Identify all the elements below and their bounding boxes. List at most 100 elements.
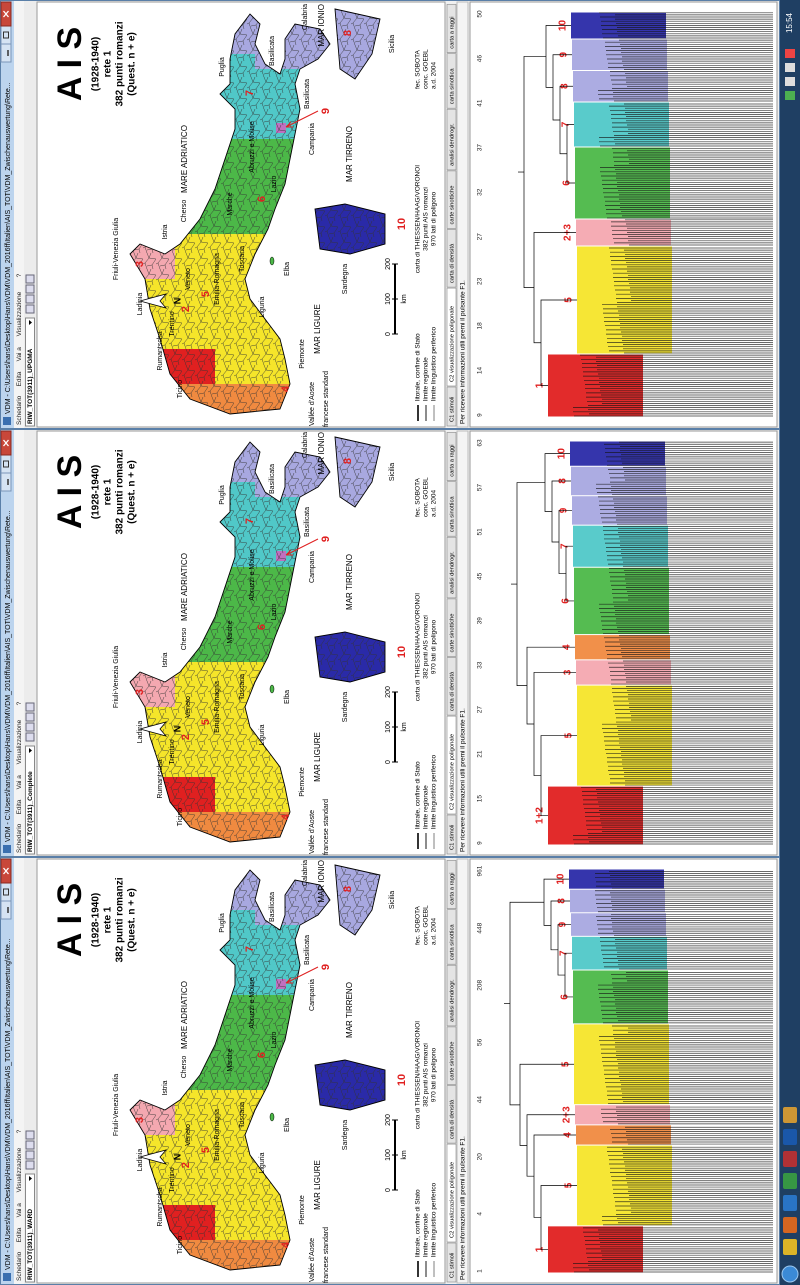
menu-item[interactable]: Edita xyxy=(16,371,23,386)
menu-item[interactable]: ? xyxy=(16,701,23,705)
menu-item[interactable]: ? xyxy=(16,1129,23,1133)
toolbar-icon[interactable] xyxy=(26,703,34,711)
toolbar-icon[interactable] xyxy=(26,285,34,293)
status-text: Per ricevere informazioni utili premi il… xyxy=(460,280,467,424)
toolbar-icon[interactable] xyxy=(26,275,34,283)
map-label: rete 1 xyxy=(103,50,114,77)
minimize-button[interactable] xyxy=(1,901,11,919)
toolbar-icon[interactable] xyxy=(26,1161,34,1169)
view-tab-label[interactable]: analisi dendrogr. xyxy=(449,123,455,166)
credits-text: fec. SOBOTA xyxy=(415,49,422,89)
method-text: 970 lati di poligono xyxy=(431,620,438,675)
menu-item[interactable]: Schedario xyxy=(16,823,23,853)
menu-item[interactable]: Visualizzazione xyxy=(16,1147,23,1192)
region-number: 6 xyxy=(256,624,268,630)
view-tab-label[interactable]: C1 stimoli xyxy=(449,825,455,850)
menu-item[interactable]: Visualizzazione xyxy=(16,719,23,764)
map-label: Toscana xyxy=(239,674,246,700)
map-label: Veneto xyxy=(185,1124,192,1146)
menu-item[interactable]: Schedario xyxy=(16,1251,23,1281)
view-tab-label[interactable]: carta a raggi xyxy=(449,444,455,476)
tray-icon[interactable] xyxy=(785,63,795,72)
map-label: Marche xyxy=(227,192,234,215)
map-label: MAR IONIO xyxy=(317,4,326,47)
toolbar-icon[interactable] xyxy=(26,1131,34,1139)
layer-selector-text[interactable]: RIW_TOT(3911)_UPGMA xyxy=(27,348,34,424)
menu-item[interactable]: Edita xyxy=(16,1227,23,1242)
map-label: Sicilia xyxy=(389,35,396,53)
view-tab-label[interactable]: C2 visualizzazione poligonale xyxy=(449,734,455,810)
taskbar-icon[interactable] xyxy=(783,1217,797,1233)
view-tab-label[interactable]: carta sinottica xyxy=(449,924,455,961)
view-tab-label[interactable]: carte sinottiche xyxy=(449,186,455,225)
map-label: 200 xyxy=(385,258,392,270)
tray-icon[interactable] xyxy=(785,91,795,100)
toolbar-icon[interactable] xyxy=(26,1141,34,1149)
toolbar-icon[interactable] xyxy=(26,713,34,721)
toolbar-icon[interactable] xyxy=(26,305,34,313)
view-tab-label[interactable]: analisi dendrogr. xyxy=(449,979,455,1022)
toolbar-icon[interactable] xyxy=(26,733,34,741)
app-icon xyxy=(3,845,11,853)
layer-selector-text[interactable]: RIW_TOT(3911)_WARD xyxy=(27,1209,34,1280)
taskbar-icon[interactable] xyxy=(783,1195,797,1211)
tray-icon[interactable] xyxy=(785,49,795,58)
menu-item[interactable]: Edita xyxy=(16,799,23,814)
toolbar-icon[interactable] xyxy=(26,1151,34,1159)
legend-text: limite linguistico periferico xyxy=(431,755,438,829)
menu-item[interactable]: Vai a xyxy=(16,347,23,362)
map-label: Marche xyxy=(227,620,234,643)
menu-item[interactable]: Visualizzazione xyxy=(16,291,23,336)
map-label: Istria xyxy=(162,224,169,239)
view-tab-label[interactable]: carte sinottiche xyxy=(449,614,455,653)
region-number: 8 xyxy=(342,458,354,464)
menu-item[interactable]: Schedario xyxy=(16,395,23,425)
view-tab-label[interactable]: analisi dendrogr. xyxy=(449,551,455,594)
maximize-button[interactable] xyxy=(1,455,11,473)
layer-selector-text[interactable]: RIW_TOT(3911)_Complete xyxy=(27,771,34,852)
view-tab-label[interactable]: carta di densità xyxy=(449,671,455,711)
minimize-button[interactable] xyxy=(1,44,11,62)
view-tab-label[interactable]: C1 stimoli xyxy=(449,397,455,422)
view-tab-label[interactable]: C1 stimoli xyxy=(449,1253,455,1278)
view-tab-label[interactable]: carta sinottica xyxy=(449,496,455,533)
map-label: Abruzzi e Molise xyxy=(249,549,256,600)
start-button[interactable] xyxy=(782,1266,798,1282)
app-icon xyxy=(3,1273,11,1281)
toolbar-icon[interactable] xyxy=(26,723,34,731)
menu-item[interactable]: Vai a xyxy=(16,775,23,790)
map-label: Friuli-Venezia Giulia xyxy=(113,1074,120,1136)
map-label: Cherso xyxy=(181,628,188,651)
view-tab-label[interactable]: carta a raggi xyxy=(449,872,455,904)
taskbar-icon[interactable] xyxy=(783,1151,797,1167)
dendrogram-axis-label: 961 xyxy=(477,865,484,876)
maximize-button[interactable] xyxy=(1,26,11,44)
view-tab-label[interactable]: carta sinottica xyxy=(449,68,455,105)
taskbar-icon[interactable] xyxy=(783,1129,797,1145)
region-number: 1 xyxy=(189,792,201,798)
taskbar: 15:54 xyxy=(780,0,800,1285)
map-label: Trentino xyxy=(169,1167,176,1193)
region-number: 9 xyxy=(320,536,332,542)
tray-icon[interactable] xyxy=(785,77,795,86)
map-label: MAR TIRRENO xyxy=(345,126,354,182)
maximize-button[interactable] xyxy=(1,883,11,901)
dendrogram-axis-label: 20 xyxy=(477,1153,484,1161)
menu-item[interactable]: Vai a xyxy=(16,1203,23,1218)
view-tab-label[interactable]: carta a raggi xyxy=(449,16,455,48)
dendrogram-axis-label: 21 xyxy=(477,750,484,758)
taskbar-icon[interactable] xyxy=(783,1239,797,1255)
menu-item[interactable]: ? xyxy=(16,273,23,277)
view-tab-label[interactable]: carte sinottiche xyxy=(449,1042,455,1081)
minimize-button[interactable] xyxy=(1,473,11,491)
method-text: carta di THIESSEN/HAAG/VORONOI xyxy=(415,165,422,273)
toolbar-icon[interactable] xyxy=(26,295,34,303)
map-label: francese standard xyxy=(323,371,330,427)
view-tab-label[interactable]: C2 visualizzazione poligonale xyxy=(449,1162,455,1238)
taskbar-icon[interactable] xyxy=(783,1173,797,1189)
view-tab-label[interactable]: carta di densità xyxy=(449,243,455,283)
region-number: 2 xyxy=(180,734,192,740)
taskbar-icon[interactable] xyxy=(783,1107,797,1123)
view-tab-label[interactable]: C2 visualizzazione poligonale xyxy=(449,306,455,382)
view-tab-label[interactable]: carta di densità xyxy=(449,1099,455,1139)
